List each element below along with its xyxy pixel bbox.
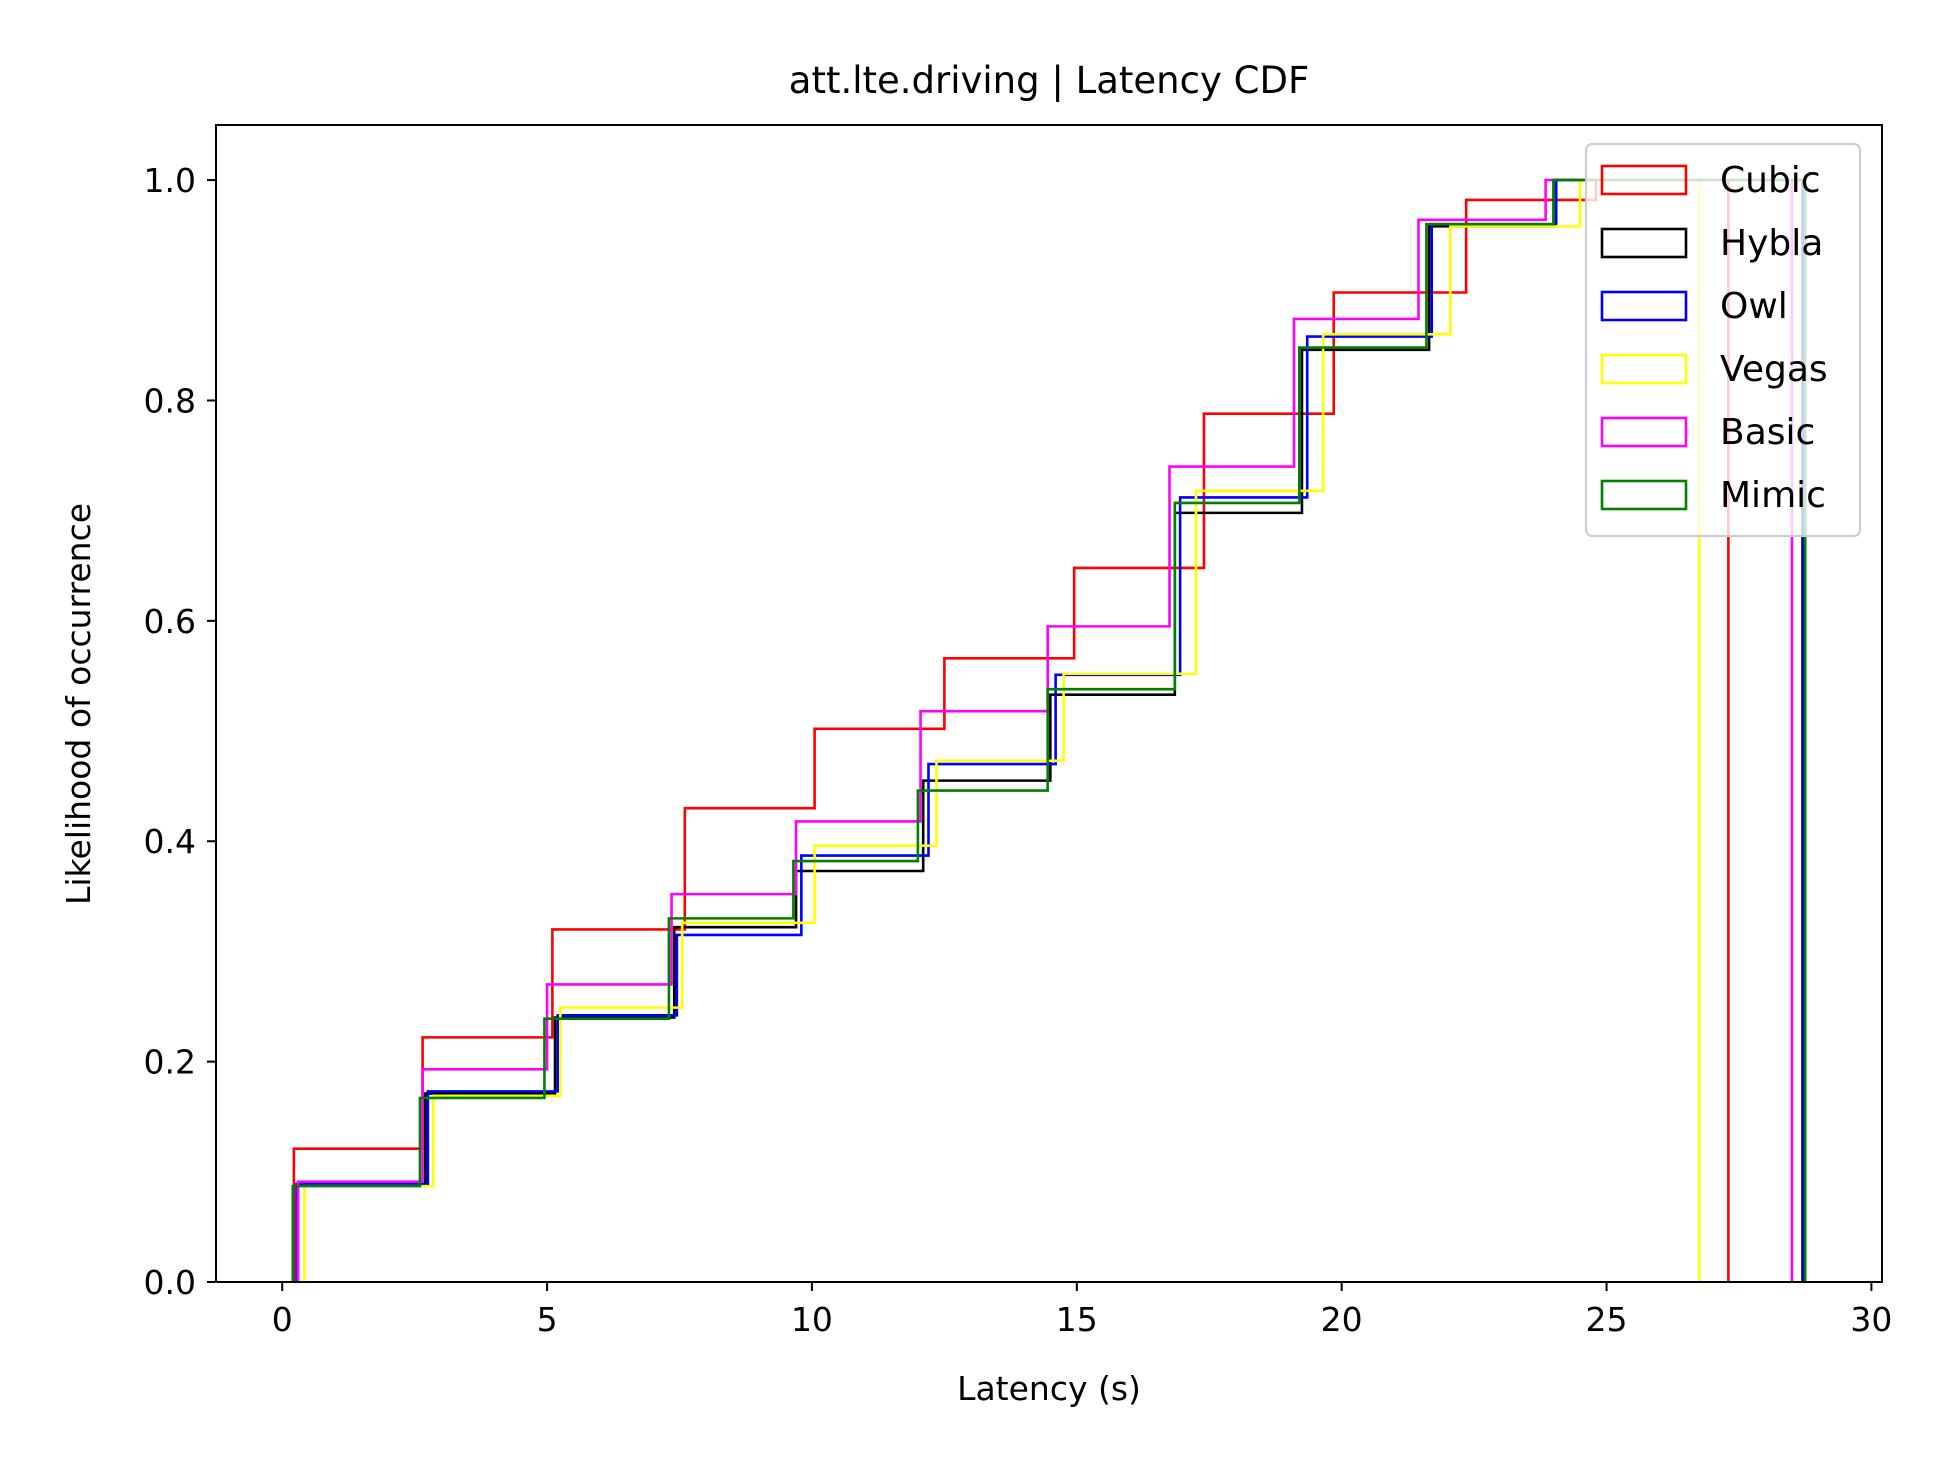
- x-tick-label: 25: [1586, 1300, 1628, 1339]
- legend-label-owl: Owl: [1720, 286, 1788, 327]
- y-axis: 0.0 0.2 0.4 0.6 0.8 1.0: [144, 161, 216, 1302]
- y-tick-label: 0.8: [144, 381, 196, 420]
- legend-label-cubic: Cubic: [1720, 160, 1821, 201]
- plot-frame: [215, 124, 1883, 1283]
- legend: Cubic Hybla Owl Vegas Basic Mimic: [1585, 143, 1861, 537]
- legend-label-hybla: Hybla: [1720, 223, 1823, 264]
- legend-label-vegas: Vegas: [1720, 349, 1828, 390]
- series-line-cubic: [292, 178, 1730, 1282]
- y-tick-label: 1.0: [144, 161, 196, 200]
- chart-title: att.lte.driving | Latency CDF: [789, 59, 1309, 102]
- legend-label-mimic: Mimic: [1720, 475, 1826, 516]
- legend-box: [1585, 143, 1861, 537]
- x-tick-label: 0: [272, 1300, 293, 1339]
- legend-swatch-vegas: [1600, 353, 1688, 385]
- y-tick-label: 0.2: [144, 1043, 196, 1082]
- y-tick-label: 0.6: [144, 602, 196, 641]
- legend-label-basic: Basic: [1720, 412, 1815, 453]
- x-tick-label: 15: [1056, 1300, 1098, 1339]
- x-axis-label: Latency (s): [957, 1369, 1141, 1408]
- legend-swatch-basic: [1600, 416, 1688, 448]
- x-tick-label: 30: [1850, 1300, 1892, 1339]
- x-tick-label: 20: [1321, 1300, 1363, 1339]
- y-tick-label: 0.4: [144, 822, 196, 861]
- series-line-mimic: [291, 178, 1807, 1282]
- y-axis-label: Likelihood of occurrence: [59, 503, 98, 905]
- legend-swatch-mimic: [1600, 479, 1688, 511]
- series-line-vegas: [303, 178, 1701, 1282]
- legend-swatch-owl: [1600, 290, 1688, 322]
- series-lines: [291, 178, 1807, 1282]
- x-axis: 0 5 10 15 20 25 30: [272, 1282, 1892, 1339]
- series-line-basic: [296, 178, 1794, 1282]
- legend-swatch-cubic: [1600, 164, 1688, 196]
- y-tick-label: 0.0: [144, 1263, 196, 1302]
- x-tick-label: 10: [791, 1300, 833, 1339]
- legend-swatch-hybla: [1600, 227, 1688, 259]
- x-tick-label: 5: [537, 1300, 558, 1339]
